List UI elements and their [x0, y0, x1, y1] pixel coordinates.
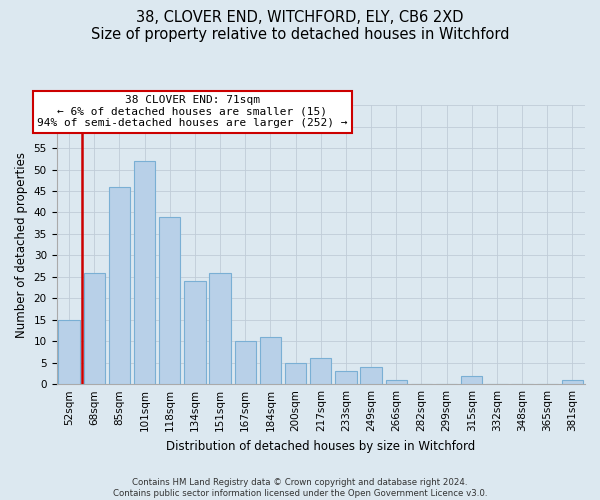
- Bar: [134, 161, 155, 384]
- Bar: [184, 281, 206, 384]
- Text: 38, CLOVER END, WITCHFORD, ELY, CB6 2XD
Size of property relative to detached ho: 38, CLOVER END, WITCHFORD, ELY, CB6 2XD …: [91, 10, 509, 42]
- Y-axis label: Number of detached properties: Number of detached properties: [15, 152, 28, 338]
- Bar: [386, 380, 407, 384]
- Bar: [335, 372, 356, 384]
- Bar: [109, 186, 130, 384]
- Bar: [361, 367, 382, 384]
- Bar: [260, 337, 281, 384]
- Bar: [235, 341, 256, 384]
- Text: Contains HM Land Registry data © Crown copyright and database right 2024.
Contai: Contains HM Land Registry data © Crown c…: [113, 478, 487, 498]
- Text: 38 CLOVER END: 71sqm
← 6% of detached houses are smaller (15)
94% of semi-detach: 38 CLOVER END: 71sqm ← 6% of detached ho…: [37, 95, 347, 128]
- Bar: [209, 272, 231, 384]
- Bar: [159, 216, 181, 384]
- Bar: [83, 272, 105, 384]
- Bar: [562, 380, 583, 384]
- Bar: [461, 376, 482, 384]
- Bar: [58, 320, 80, 384]
- X-axis label: Distribution of detached houses by size in Witchford: Distribution of detached houses by size …: [166, 440, 475, 452]
- Bar: [285, 362, 306, 384]
- Bar: [310, 358, 331, 384]
